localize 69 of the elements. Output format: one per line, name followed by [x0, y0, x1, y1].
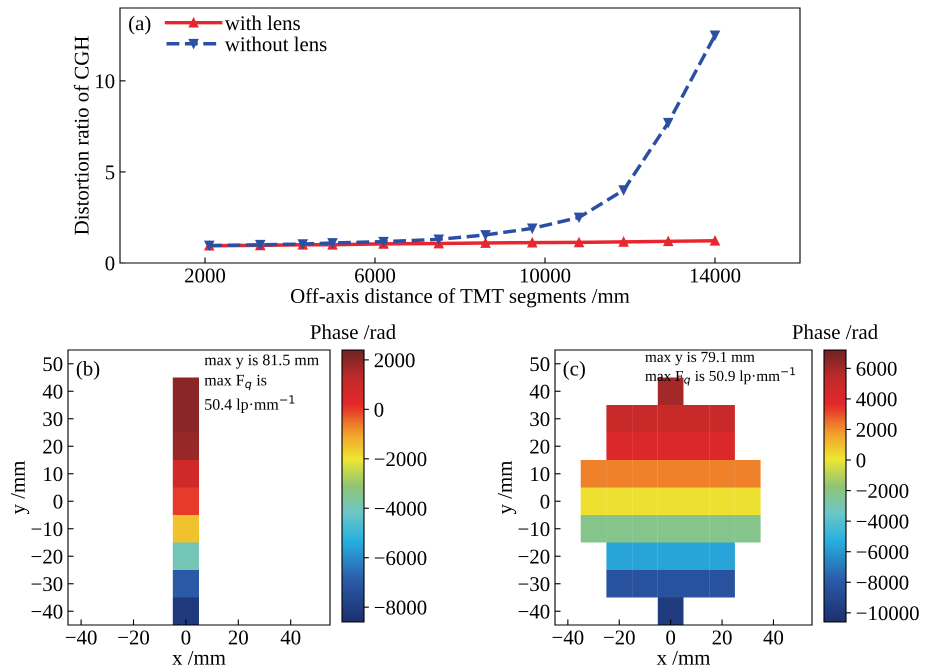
annotation: (b) — [76, 361, 100, 380]
color-bar-label: −8000 — [374, 600, 426, 615]
color-bar-label: −2000 — [856, 484, 908, 498]
color-bar-label: 0 — [374, 402, 384, 417]
legend-label: without lens — [224, 36, 327, 52]
color-bar-label: 4000 — [856, 392, 897, 406]
color-bar-label: 6000 — [856, 362, 897, 376]
color-bar-title: Phase /rad — [792, 324, 878, 340]
annotation: max y is 81.5 mm — [204, 354, 319, 369]
x-tick-label: −40 — [552, 630, 584, 645]
y-tick-label: −10 — [32, 522, 62, 536]
color-bar-label: −4000 — [856, 514, 908, 529]
y-tick-label: 10 — [531, 467, 550, 482]
y-tick-label: −40 — [32, 604, 62, 619]
y-tick-label: −40 — [518, 604, 550, 619]
x-axis-title: x /mm — [172, 650, 226, 665]
y-tick-label: 10 — [44, 467, 62, 482]
x-axis-title: x /mm — [656, 650, 710, 665]
legend-label: with lens — [224, 16, 300, 30]
y-tick-label: 50 — [530, 357, 550, 372]
y-axis-title: y /mm — [10, 460, 30, 514]
x-tick-label: 20 — [228, 630, 248, 645]
y-tick-label: 40 — [530, 384, 550, 399]
color-bar-label: 0 — [856, 453, 866, 468]
x-tick-label: −20 — [604, 630, 635, 645]
annotation: (c) — [564, 361, 585, 380]
color-bar-label: −6000 — [374, 551, 426, 566]
y-tick-label: 30 — [43, 412, 62, 426]
x-tick-label: 40 — [763, 630, 784, 645]
color-bar-label: −2000 — [374, 452, 426, 466]
color-bar-title: Phase /rad — [310, 324, 396, 340]
x-tick-label: 20 — [712, 630, 732, 645]
y-tick-label: 30 — [530, 412, 550, 426]
y-tick-label: 0 — [106, 256, 114, 270]
color-bar-label: 2000 — [856, 422, 897, 437]
x-tick-label: 14000 — [690, 268, 740, 283]
x-tick-label: −20 — [118, 630, 149, 645]
annotation: max y is 79.1 mm — [645, 352, 755, 366]
color-bar-label: −10000 — [856, 606, 919, 620]
y-tick-label: 10 — [96, 74, 114, 88]
x-tick-label: 2000 — [185, 268, 226, 283]
x-tick-label: −40 — [66, 630, 97, 645]
y-tick-label: 20 — [530, 440, 550, 454]
y-axis-title: y /mm — [498, 460, 516, 514]
color-bar-label: −8000 — [856, 576, 908, 590]
color-bar-label: −6000 — [856, 545, 908, 560]
color-bar-label: 2000 — [374, 353, 415, 368]
x-tick-label: 6000 — [355, 268, 396, 283]
color-bar-label: −4000 — [374, 502, 426, 516]
y-tick-label: 0 — [54, 494, 62, 509]
x-axis-title: Off-axis distance of TMT segments /mm — [291, 288, 630, 308]
annotation: max F$_{q}$ is — [204, 374, 266, 390]
x-tick-label: 0 — [666, 630, 676, 645]
y-tick-label: 20 — [43, 440, 62, 454]
y-tick-label: 50 — [44, 357, 62, 372]
x-tick-label: 40 — [280, 630, 300, 645]
annotation: (a) — [129, 16, 150, 35]
y-tick-label: 0 — [540, 494, 550, 509]
y-axis-title: Distortion ratio of CGH — [74, 36, 89, 235]
y-tick-label: 5 — [106, 166, 114, 180]
y-tick-label: 40 — [42, 384, 62, 399]
x-tick-label: 0 — [181, 630, 190, 645]
annotation: 50.4 lp·mm$^{−1}$ — [205, 395, 294, 414]
y-tick-label: −20 — [518, 550, 550, 564]
y-tick-label: −30 — [32, 577, 62, 592]
y-tick-label: −10 — [518, 522, 550, 536]
y-tick-label: −30 — [518, 577, 550, 592]
y-tick-label: −20 — [32, 550, 62, 564]
x-tick-label: 10000 — [520, 268, 570, 283]
